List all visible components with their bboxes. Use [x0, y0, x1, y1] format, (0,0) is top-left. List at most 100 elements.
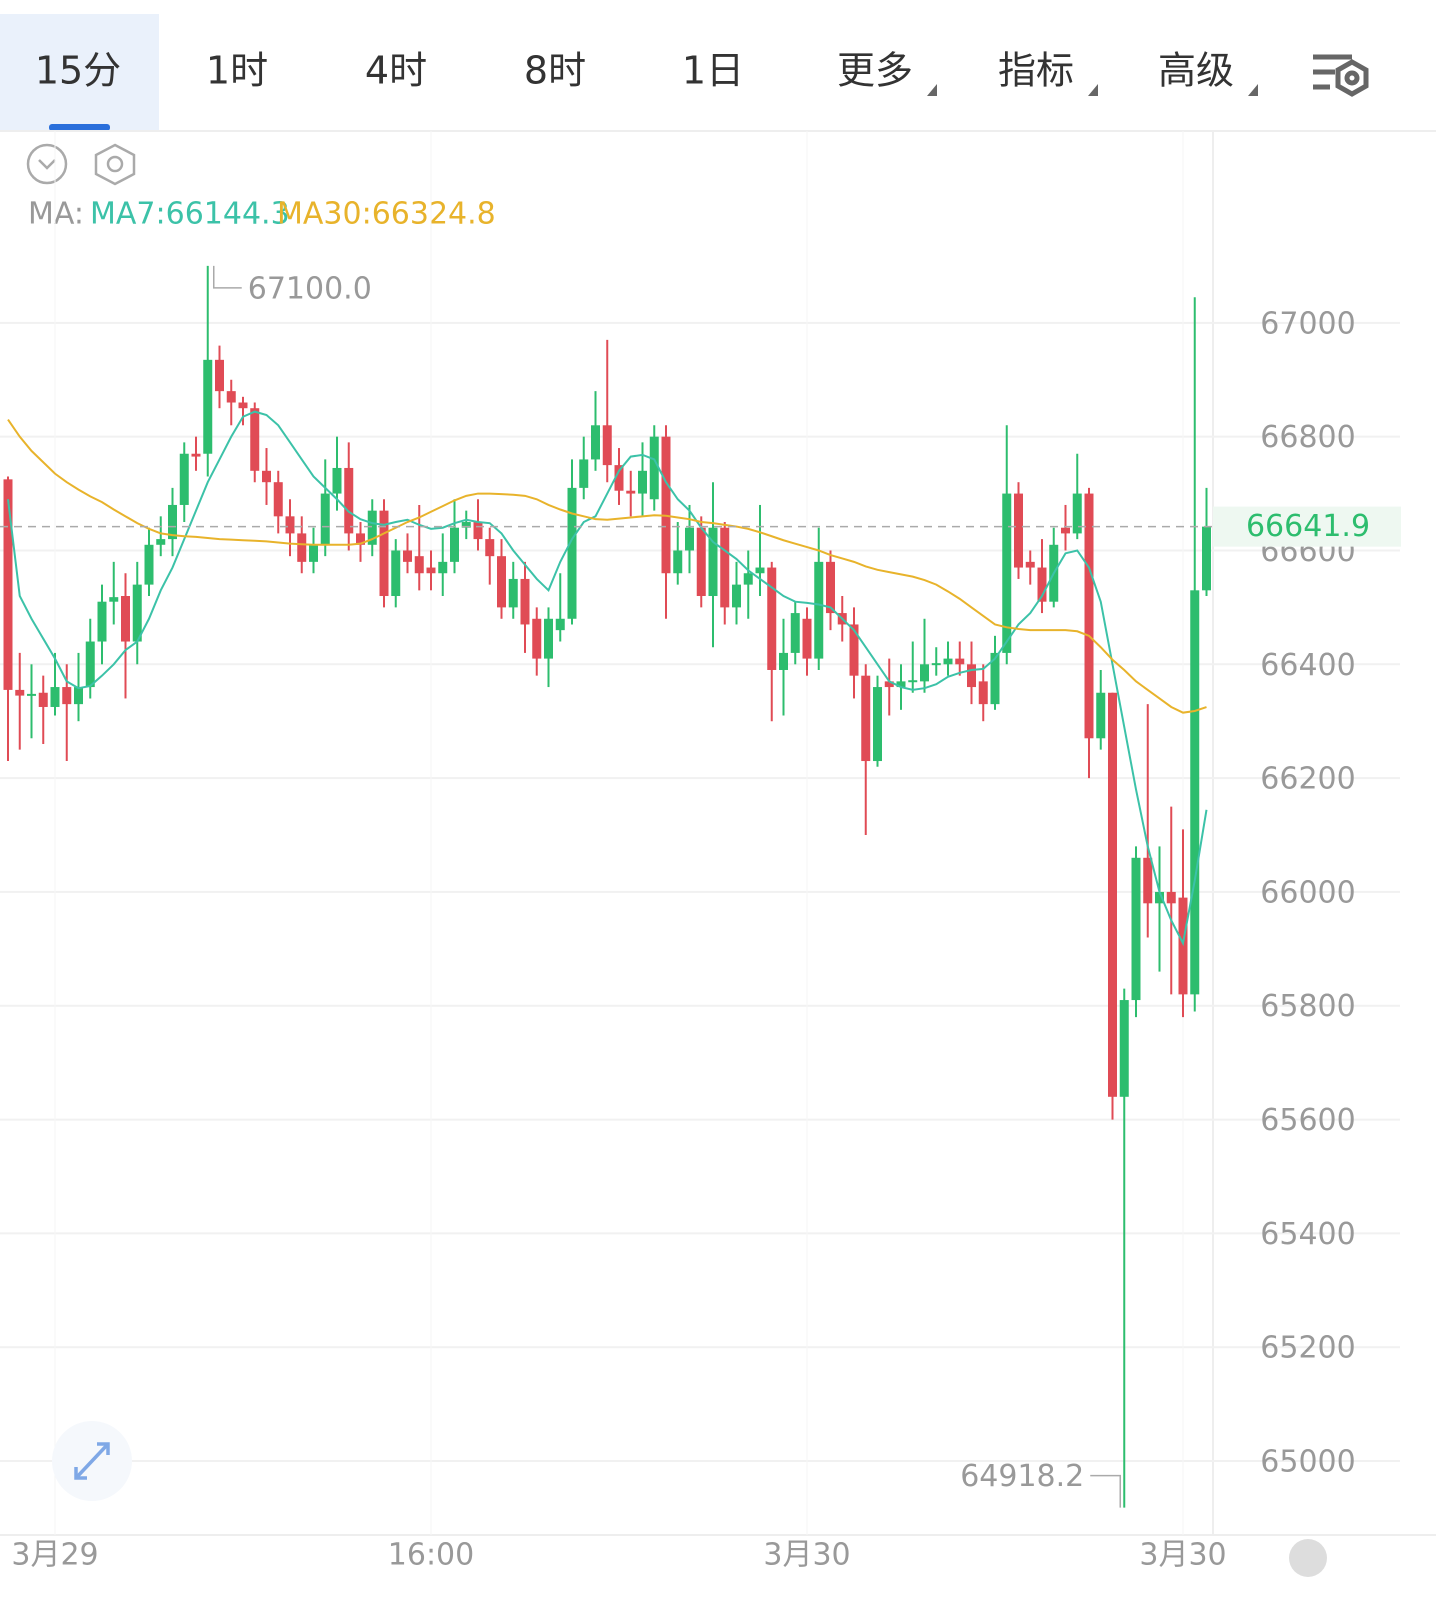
- candle-body: [1119, 1000, 1129, 1097]
- candle-body: [438, 561, 448, 574]
- candle-body: [191, 453, 201, 457]
- candle-body: [215, 359, 224, 392]
- candle-body: [1096, 692, 1106, 739]
- candle-body: [779, 652, 788, 670]
- candle-body: [673, 550, 683, 574]
- candle-body: [132, 584, 142, 642]
- candle-body: [685, 527, 694, 551]
- candle-body: [1143, 857, 1153, 904]
- candle-body: [367, 510, 377, 545]
- active-tab-bg: [0, 14, 159, 131]
- candle-body: [344, 467, 354, 534]
- candle-body: [285, 516, 295, 534]
- tab[interactable]: 高级: [1158, 49, 1234, 93]
- candle-body: [1166, 891, 1176, 904]
- x-tick-label: 16:00: [388, 1538, 474, 1573]
- x-tick-label: 3月30: [1139, 1538, 1226, 1573]
- candle-body: [1037, 567, 1047, 602]
- candle-body: [638, 470, 647, 494]
- candle-body: [50, 687, 60, 707]
- tab[interactable]: 更多: [837, 49, 913, 93]
- plot-area: 65000 65200 65400 65600 65800 66000 66200 66400…: [0, 131, 1401, 1573]
- candle-body: [861, 675, 871, 762]
- candle-body: [168, 504, 177, 540]
- tab[interactable]: 1时: [206, 49, 268, 93]
- y-tick-label: 67000: [1260, 306, 1355, 341]
- settings-icon[interactable]: [1313, 54, 1369, 97]
- candle-body: [790, 613, 800, 653]
- tab[interactable]: 1日: [682, 49, 744, 93]
- candle-body: [614, 465, 624, 491]
- candle-body: [320, 493, 330, 545]
- candle-body: [555, 618, 565, 631]
- candle-body: [720, 527, 730, 608]
- candle-body: [649, 436, 659, 500]
- y-tick-label: 65200: [1260, 1331, 1355, 1366]
- candle-body: [414, 556, 424, 574]
- candle-body: [920, 664, 929, 682]
- candle-body: [15, 689, 25, 696]
- ma7-legend: MA7:66144.3: [90, 197, 290, 232]
- candle-body: [426, 567, 436, 574]
- y-tick-label: 65600: [1260, 1103, 1355, 1138]
- candle-body: [109, 597, 119, 602]
- candle-body: [767, 567, 777, 670]
- y-tick-label: 66800: [1260, 420, 1355, 455]
- candle-body: [203, 359, 213, 454]
- candle-body: [579, 459, 589, 488]
- y-tick-label: 65000: [1260, 1445, 1355, 1480]
- candle-body: [508, 578, 518, 608]
- candle-body: [1108, 692, 1117, 1097]
- candle-body: [708, 527, 718, 597]
- tab[interactable]: 4时: [365, 49, 427, 93]
- candle-body: [250, 408, 260, 471]
- tab-bar: 15分 1时 4时 8时 1日 更多 指标 高级: [35, 49, 1258, 96]
- candle-body: [379, 510, 389, 597]
- candle-body: [931, 663, 941, 666]
- tab[interactable]: 8时: [524, 49, 586, 93]
- candle-body: [814, 561, 824, 659]
- candle-body: [873, 687, 882, 762]
- tab[interactable]: 15分: [35, 49, 121, 93]
- dropdown-arrow: [927, 84, 937, 96]
- candle-body: [943, 658, 953, 665]
- candle-body: [1025, 561, 1035, 568]
- candle-body: [1190, 590, 1200, 995]
- x-tick-label: 3月29: [11, 1538, 98, 1573]
- x-tick-label: 3月30: [763, 1538, 850, 1573]
- candle-body: [1061, 527, 1070, 534]
- y-tick-label: 66200: [1260, 762, 1355, 797]
- candle-body: [1014, 493, 1023, 568]
- scroll-to-latest[interactable]: [1289, 1539, 1327, 1577]
- candle-body: [121, 596, 130, 642]
- candle-body: [849, 624, 859, 676]
- candle-body: [27, 693, 36, 696]
- candle-body: [1002, 493, 1012, 653]
- tab[interactable]: 指标: [998, 49, 1074, 93]
- candle-body: [403, 550, 412, 562]
- candle-body: [532, 618, 542, 659]
- indicator-settings-icon[interactable]: [94, 143, 136, 186]
- ma-legend-label: MA:: [28, 197, 84, 232]
- candle-body: [226, 391, 236, 403]
- min-label: 64918.2: [960, 1459, 1084, 1494]
- candle-body: [179, 453, 189, 505]
- candle-body: [1072, 493, 1082, 534]
- candle-body: [626, 490, 636, 494]
- candle-body: [591, 425, 600, 460]
- candle-body: [156, 539, 166, 545]
- y-tick-label: 65800: [1260, 989, 1355, 1024]
- candle-body: [602, 425, 612, 466]
- collapse-icon[interactable]: [26, 143, 68, 185]
- candle-body: [520, 578, 530, 625]
- candle-body: [696, 527, 706, 597]
- candle-body: [802, 618, 812, 659]
- candle-body: [908, 680, 918, 683]
- candle-body: [356, 533, 365, 545]
- expand-button[interactable]: [52, 1421, 132, 1501]
- candle-body: [297, 533, 307, 562]
- ma30-legend: MA30:66324.8: [277, 197, 496, 232]
- candle-body: [896, 681, 906, 688]
- last-price-bg: [1213, 506, 1401, 547]
- candle-body: [743, 573, 753, 585]
